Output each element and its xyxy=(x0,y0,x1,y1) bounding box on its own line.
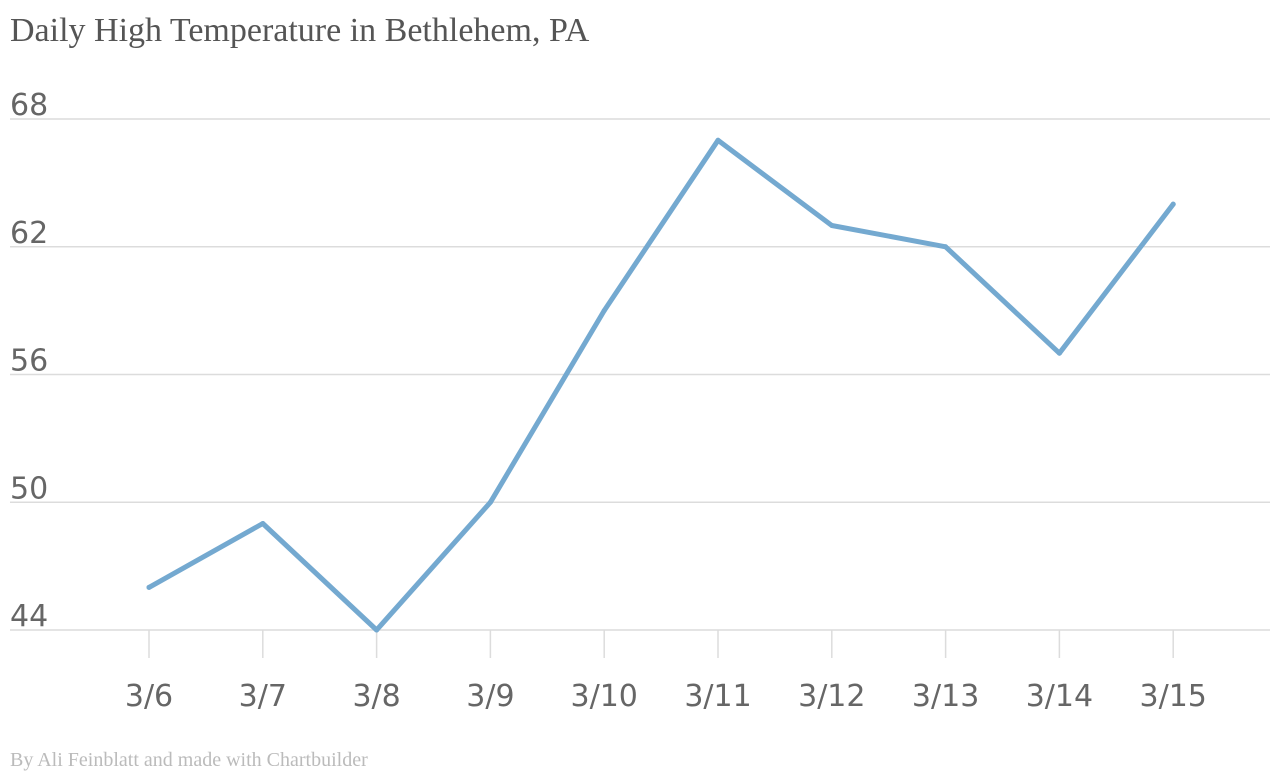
data-point xyxy=(715,137,721,143)
data-point xyxy=(829,222,835,228)
y-tick-label-50: 50 xyxy=(10,471,48,506)
data-point xyxy=(1056,350,1062,356)
y-tick-label-62: 62 xyxy=(10,216,48,251)
data-point xyxy=(260,521,266,527)
series-layer xyxy=(146,137,1176,633)
data-point xyxy=(1170,201,1176,207)
data-point xyxy=(487,499,493,505)
x-tick-label: 3/7 xyxy=(239,679,287,714)
x-tick-label: 3/11 xyxy=(684,679,751,714)
x-tick-label: 3/12 xyxy=(798,679,865,714)
x-tick-label: 3/13 xyxy=(912,679,979,714)
y-tick-label-56: 56 xyxy=(10,344,48,379)
data-point xyxy=(146,584,152,590)
data-point xyxy=(601,308,607,314)
x-tick-label: 3/9 xyxy=(466,679,514,714)
gridlines xyxy=(10,118,1270,631)
chart-credit: By Ali Feinblatt and made with Chartbuil… xyxy=(10,749,368,771)
data-point xyxy=(943,244,949,250)
x-tick-label: 3/10 xyxy=(571,679,638,714)
data-point xyxy=(374,627,380,633)
x-axis-ticks: 3/6 3/7 3/8 3/9 3/10 3/11 3/12 3/13 3/14 3/15 xyxy=(125,630,1207,714)
y-axis-tick-labels: 44 50 56 62 68 xyxy=(10,88,48,634)
y-tick-label-68: 68 xyxy=(10,88,48,123)
x-tick-label: 3/15 xyxy=(1140,679,1207,714)
x-tick-label: 3/14 xyxy=(1026,679,1093,714)
x-tick-label: 3/8 xyxy=(352,679,400,714)
chart-title: Daily High Temperature in Bethlehem, PA xyxy=(10,12,590,49)
x-tick-label: 3/6 xyxy=(125,679,173,714)
series-line-0 xyxy=(146,137,1176,633)
y-tick-label-44: 44 xyxy=(10,599,48,634)
